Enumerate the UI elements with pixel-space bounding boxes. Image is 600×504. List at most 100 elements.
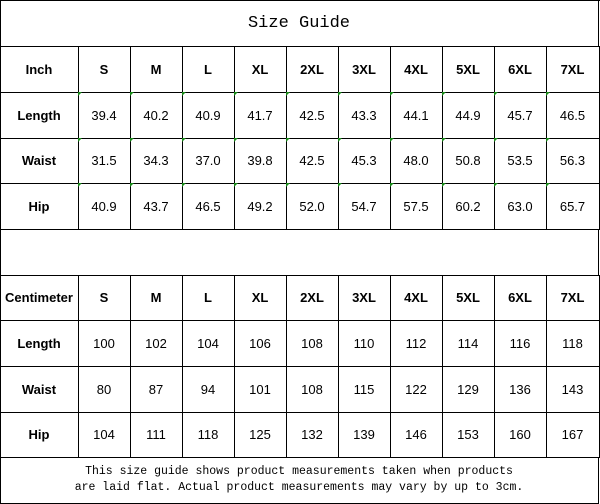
row-label-text: Hip: [28, 427, 50, 442]
value-cell-text: 65.7: [559, 198, 586, 214]
value-cell: 153: [442, 412, 495, 458]
value-cell-text: 143: [561, 381, 584, 397]
header-cell: 6XL: [494, 46, 547, 93]
value-cell: 54.7: [338, 183, 391, 230]
header-cell: 7XL: [546, 275, 600, 321]
value-cell: 116: [494, 320, 547, 367]
header-cell: 5XL: [442, 46, 495, 93]
header-cell: Centimeter: [0, 275, 79, 321]
value-cell: 132: [286, 412, 339, 458]
header-cell-text: 5XL: [456, 61, 480, 77]
value-cell-text: 46.5: [559, 107, 586, 123]
header-cell-text: 2XL: [300, 290, 324, 305]
value-cell: 46.5: [546, 92, 600, 139]
header-cell-text: M: [150, 290, 162, 305]
value-cell: 42.5: [286, 92, 339, 139]
value-cell-text: 45.3: [351, 153, 377, 168]
value-cell-text: 48.0: [403, 153, 429, 168]
header-cell-text: 6XL: [508, 61, 532, 77]
value-cell: 44.1: [390, 92, 443, 139]
row-label: Waist: [0, 366, 79, 413]
value-cell: 139: [338, 412, 391, 458]
value-cell: 45.7: [494, 92, 547, 139]
value-cell-text: 40.9: [91, 198, 117, 214]
value-cell-text: 42.5: [299, 107, 325, 123]
header-cell: XL: [234, 275, 287, 321]
header-cell: XL: [234, 46, 287, 93]
value-cell: 40.9: [182, 92, 235, 139]
value-cell-text: 132: [301, 427, 323, 442]
row-label: Hip: [0, 412, 79, 458]
value-cell: 37.0: [182, 138, 235, 184]
value-cell-text: 160: [509, 427, 531, 442]
value-cell: 34.3: [130, 138, 183, 184]
value-cell-text: 129: [457, 381, 479, 397]
header-cell: 3XL: [338, 46, 391, 93]
value-cell-text: 63.0: [507, 198, 533, 214]
value-cell: 87: [130, 366, 183, 413]
value-cell-text: 45.7: [507, 107, 533, 123]
value-cell: 136: [494, 366, 547, 413]
value-cell-text: 39.4: [91, 107, 117, 123]
header-cell: 7XL: [546, 46, 600, 93]
value-cell: 104: [78, 412, 131, 458]
value-cell-text: 87: [148, 381, 164, 397]
value-cell-text: 146: [405, 427, 427, 442]
value-cell: 108: [286, 320, 339, 367]
header-cell-text: 6XL: [508, 290, 532, 305]
header-cell-text: 5XL: [456, 290, 480, 305]
value-cell: 43.3: [338, 92, 391, 139]
value-cell-text: 153: [457, 427, 479, 442]
header-cell-text: Centimeter: [5, 290, 73, 305]
value-cell-text: 139: [353, 427, 375, 442]
value-cell: 56.3: [546, 138, 600, 184]
value-cell: 146: [390, 412, 443, 458]
value-cell-text: 118: [562, 335, 583, 351]
row-label-text: Hip: [28, 198, 50, 214]
value-cell: 80: [78, 366, 131, 413]
header-cell: 2XL: [286, 46, 339, 93]
header-cell-text: L: [204, 61, 212, 77]
value-cell-text: 136: [509, 381, 531, 397]
value-cell-text: 167: [561, 427, 584, 442]
value-cell: 129: [442, 366, 495, 413]
value-cell-text: 44.9: [455, 107, 481, 123]
value-cell-text: 42.5: [299, 153, 325, 168]
value-cell: 101: [234, 366, 287, 413]
value-cell-text: 56.3: [559, 153, 586, 168]
value-cell-text: 37.0: [195, 153, 221, 168]
value-cell: 125: [234, 412, 287, 458]
value-cell: 46.5: [182, 183, 235, 230]
value-cell-text: 40.2: [143, 107, 169, 123]
header-cell: 3XL: [338, 275, 391, 321]
value-cell-text: 108: [301, 381, 323, 397]
value-cell-text: 40.9: [195, 107, 221, 123]
value-cell: 53.5: [494, 138, 547, 184]
header-cell-text: S: [99, 61, 109, 77]
value-cell: 60.2: [442, 183, 495, 230]
value-cell: 50.8: [442, 138, 495, 184]
value-cell-text: 116: [509, 335, 531, 351]
header-cell-text: S: [99, 290, 109, 305]
value-cell: 43.7: [130, 183, 183, 230]
value-cell: 118: [182, 412, 235, 458]
value-cell: 63.0: [494, 183, 547, 230]
value-cell: 41.7: [234, 92, 287, 139]
value-cell-text: 54.7: [351, 198, 377, 214]
value-cell-text: 110: [353, 335, 375, 351]
header-cell-text: 4XL: [404, 290, 428, 305]
value-cell-text: 125: [249, 427, 271, 442]
header-cell-text: 4XL: [404, 61, 428, 77]
header-cell: 6XL: [494, 275, 547, 321]
value-cell: 160: [494, 412, 547, 458]
value-cell-text: 111: [146, 427, 166, 442]
header-cell: Inch: [0, 46, 79, 93]
value-cell: 39.8: [234, 138, 287, 184]
value-cell: 39.4: [78, 92, 131, 139]
row-label: Waist: [0, 138, 79, 184]
value-cell-text: 57.5: [403, 198, 429, 214]
title: Size Guide: [0, 0, 599, 47]
value-cell-text: 60.2: [455, 198, 481, 214]
note-line: This size guide shows product measuremen…: [85, 465, 513, 478]
header-cell: S: [78, 275, 131, 321]
